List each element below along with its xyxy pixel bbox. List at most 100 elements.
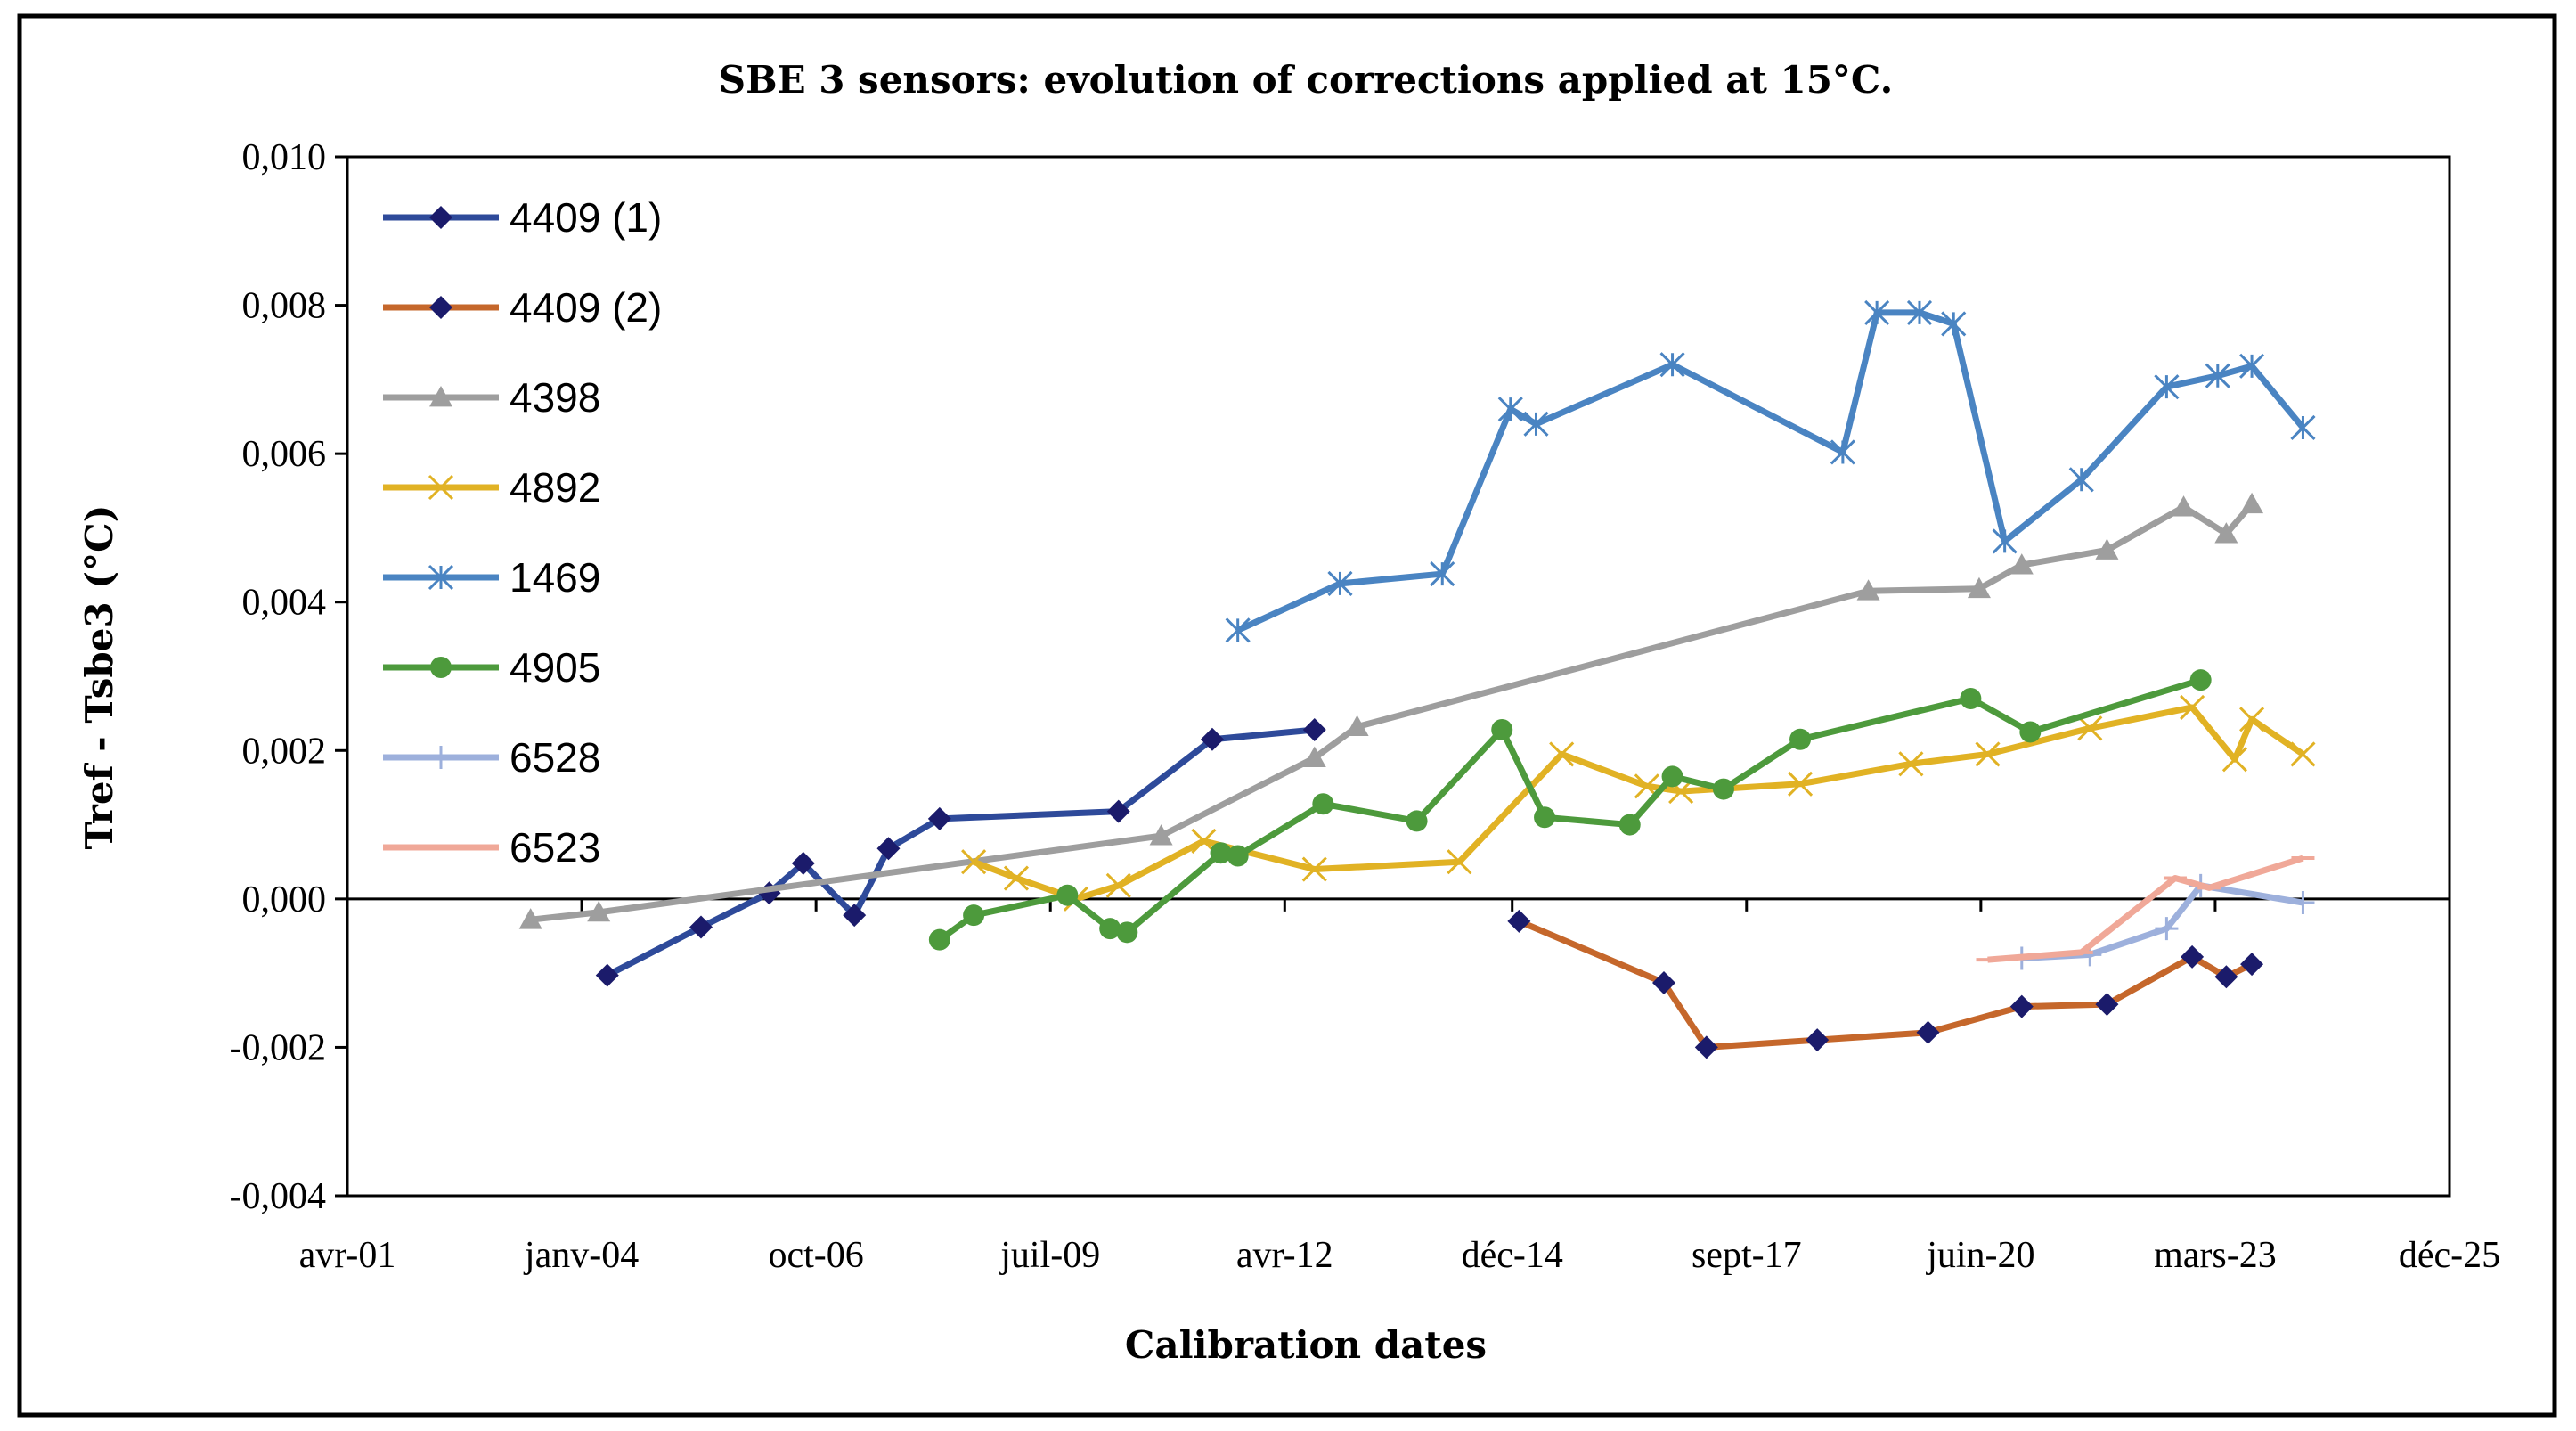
data-point	[843, 904, 867, 928]
data-point	[2181, 944, 2205, 969]
x-tick-label: juin-20	[1925, 1235, 2034, 1276]
data-point	[2189, 669, 2212, 691]
data-point	[1149, 824, 1173, 846]
data-point	[2214, 965, 2238, 989]
data-point	[1056, 884, 1079, 906]
x-tick-label: sept-17	[1692, 1235, 1802, 1276]
legend-item: 4398	[383, 374, 600, 421]
data-point	[1967, 576, 1991, 599]
y-tick-label: 0,006	[242, 434, 327, 475]
data-point	[2154, 374, 2180, 400]
data-point	[428, 564, 454, 591]
y-tick-label: -0,004	[230, 1176, 327, 1217]
data-point	[1864, 299, 1890, 325]
legend-item: 4905	[383, 644, 600, 691]
data-point	[1789, 728, 1812, 750]
data-point	[1992, 528, 2018, 554]
x-tick-label: déc-14	[1462, 1235, 1563, 1276]
data-point	[1003, 865, 1030, 891]
data-point	[2238, 707, 2265, 732]
x-tick-label: janv-04	[523, 1235, 639, 1276]
data-point	[963, 904, 985, 927]
data-point	[1898, 751, 1924, 777]
data-point	[1618, 814, 1641, 836]
data-point	[1302, 717, 1326, 741]
data-point	[1806, 1028, 1830, 1052]
data-point	[1345, 715, 1369, 737]
data-point	[1301, 856, 1327, 882]
data-point	[2221, 747, 2247, 773]
data-point	[1916, 1020, 1940, 1044]
data-point	[2172, 495, 2196, 517]
data-point	[1960, 687, 1982, 709]
data-point	[1430, 561, 1455, 587]
data-point	[2155, 917, 2179, 941]
data-point	[2238, 353, 2265, 379]
x-axis: avr-01 janv-04 oct-06 juil-09 avr-12 déc-14 se…	[299, 898, 2500, 1276]
data-point	[2291, 891, 2315, 915]
legend-item: 6523	[383, 824, 600, 871]
data-point	[1116, 921, 1138, 944]
legend-label: 4409 (2)	[509, 284, 662, 331]
x-axis-title: Calibration dates	[1125, 1323, 1487, 1367]
data-point	[1523, 411, 1549, 437]
y-tick-label: -0,002	[230, 1027, 327, 1068]
y-tick-label: 0,000	[242, 879, 327, 920]
data-point	[928, 928, 950, 951]
data-point	[2240, 492, 2264, 514]
legend-label: 4892	[509, 464, 600, 511]
legend-label: 1469	[509, 554, 600, 601]
data-point	[876, 837, 901, 861]
data-point	[428, 474, 454, 501]
data-point	[2095, 538, 2119, 560]
data-point	[689, 915, 713, 939]
series-6523	[1976, 855, 2315, 963]
data-point	[1659, 352, 1685, 378]
data-point	[1787, 771, 1814, 797]
data-point	[791, 851, 815, 875]
data-point	[2009, 553, 2034, 575]
series-line	[1236, 309, 2306, 634]
series-4409-2	[1507, 909, 2264, 1059]
data-point	[927, 806, 951, 830]
y-tick-label: 0,008	[242, 286, 327, 327]
data-point	[1497, 397, 1523, 422]
data-point	[430, 657, 452, 678]
data-point	[518, 908, 542, 929]
chart-frame	[17, 13, 2557, 1418]
legend-item: 4409 (1)	[383, 194, 662, 241]
data-point	[2019, 721, 2042, 743]
y-tick-label: 0,010	[242, 137, 327, 178]
data-point	[1210, 842, 1232, 864]
data-point	[595, 963, 619, 987]
data-point	[961, 849, 987, 875]
data-point	[1906, 299, 1933, 325]
y-axis: -0,004 -0,002 0,000 0,002 0,004 0,006 0,008 0,0…	[230, 137, 347, 1217]
legend-label: 4905	[509, 644, 600, 691]
data-point	[2290, 414, 2316, 441]
x-tick-label: déc-25	[2399, 1235, 2500, 1276]
legend-item: 1469	[383, 554, 600, 601]
data-point	[429, 296, 452, 319]
data-point	[429, 386, 452, 407]
legend: 4409 (1) 4409 (2) 4398 4892 1469 4905 6528 6523	[383, 194, 662, 871]
data-point	[1225, 617, 1251, 643]
data-point	[1327, 570, 1353, 596]
chart-title: SBE 3 sensors: evolution of corrections …	[719, 58, 1894, 102]
series-line	[1517, 918, 2254, 1051]
data-point	[429, 746, 452, 769]
legend-item: 6528	[383, 734, 600, 781]
data-point	[2214, 522, 2238, 544]
data-point	[1712, 778, 1734, 800]
legend-label: 4409 (1)	[509, 194, 662, 241]
legend-item: 4892	[383, 464, 600, 511]
data-point	[1105, 872, 1131, 898]
data-point	[429, 206, 452, 229]
data-point	[587, 900, 611, 922]
legend-label: 6523	[509, 824, 600, 871]
data-point	[1312, 793, 1334, 815]
data-point	[1200, 727, 1224, 751]
legend-item: 4409 (2)	[383, 284, 662, 331]
series-4409-1	[595, 717, 1326, 987]
